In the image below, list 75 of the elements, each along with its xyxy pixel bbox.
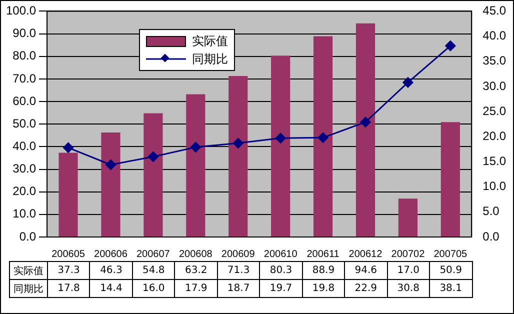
y2-tick-label: 30.0 bbox=[482, 78, 506, 93]
y2-tick-label: 10.0 bbox=[482, 179, 506, 194]
y-tick-label: 100.0 bbox=[6, 4, 36, 18]
bar bbox=[58, 152, 78, 236]
x-tick-label: 200609 bbox=[221, 248, 256, 260]
data-label: 30.8 bbox=[387, 280, 430, 298]
x-tick-label: 200605 bbox=[52, 248, 86, 260]
data-label: 80.3 bbox=[260, 262, 302, 280]
y2-tick-label: 25.0 bbox=[482, 104, 506, 118]
data-label: 18.7 bbox=[217, 280, 260, 298]
bar bbox=[186, 94, 206, 236]
bar bbox=[398, 198, 418, 236]
data-label: 38.1 bbox=[430, 280, 472, 298]
point bbox=[190, 142, 201, 152]
bar bbox=[228, 76, 248, 236]
legend-label: 同期比 bbox=[192, 50, 228, 68]
data-label: 14.4 bbox=[90, 280, 132, 298]
data-label: 37.3 bbox=[48, 262, 90, 280]
y2-tick-label: 20.0 bbox=[482, 128, 506, 143]
legend-label: 实际值 bbox=[192, 32, 228, 50]
x-tick-label: 200610 bbox=[264, 248, 298, 260]
data-label: 19.7 bbox=[260, 280, 302, 298]
point bbox=[105, 159, 116, 170]
point bbox=[360, 116, 371, 128]
bar bbox=[271, 56, 290, 236]
data-label: 71.3 bbox=[217, 262, 260, 280]
y-tick-label: 0.0 bbox=[19, 229, 36, 244]
y-tick-label: 30.0 bbox=[12, 162, 36, 176]
data-label: 16.0 bbox=[132, 280, 175, 298]
text: 同期比 bbox=[14, 284, 44, 294]
y-tick-label: 60.0 bbox=[12, 94, 36, 108]
y-tick-label: 20.0 bbox=[12, 184, 36, 198]
x-tick-label: 200705 bbox=[434, 248, 468, 260]
data-label: 50.9 bbox=[430, 262, 472, 280]
point bbox=[402, 77, 414, 88]
point bbox=[318, 132, 328, 143]
x-tick-label: 200612 bbox=[348, 248, 383, 260]
data-label: 94.6 bbox=[344, 262, 388, 280]
y2-tick-label: 15.0 bbox=[482, 154, 506, 168]
data-label: 22.9 bbox=[344, 280, 388, 298]
y-tick-label: 50.0 bbox=[12, 116, 36, 130]
y-tick-label: 40.0 bbox=[12, 138, 36, 153]
data-label: 88.9 bbox=[302, 262, 345, 280]
text: 实际值 bbox=[14, 266, 44, 276]
x-tick-label: 200606 bbox=[94, 248, 128, 260]
y2-tick-label: 5.0 bbox=[482, 204, 500, 218]
data-label: 54.8 bbox=[132, 262, 175, 280]
point bbox=[445, 40, 456, 52]
bar bbox=[356, 23, 376, 236]
data-label: 63.2 bbox=[174, 262, 218, 280]
y2-tick-label: 40.0 bbox=[482, 28, 506, 43]
x-tick-label: 200608 bbox=[178, 248, 213, 260]
point bbox=[232, 138, 244, 148]
data-label: 19.8 bbox=[302, 280, 345, 298]
bar bbox=[101, 132, 120, 236]
x-tick-label: 200702 bbox=[391, 248, 426, 260]
data-label: 17.9 bbox=[174, 280, 218, 298]
data-label: 46.3 bbox=[90, 262, 132, 280]
x-tick-label: 200611 bbox=[306, 248, 340, 260]
y-tick-label: 80.0 bbox=[12, 48, 36, 63]
bar bbox=[144, 113, 163, 236]
y2-tick-label: 35.0 bbox=[482, 54, 506, 68]
y-tick-label: 70.0 bbox=[12, 71, 36, 86]
y-tick-label: 90.0 bbox=[12, 26, 36, 40]
point bbox=[63, 142, 74, 153]
point bbox=[275, 132, 286, 144]
bar bbox=[313, 36, 333, 236]
bar bbox=[440, 122, 460, 236]
data-label: 17.8 bbox=[48, 280, 90, 298]
y-tick-label: 10.0 bbox=[12, 206, 36, 221]
data-label: 17.0 bbox=[387, 262, 430, 280]
x-tick-label: 200607 bbox=[136, 248, 170, 260]
point bbox=[148, 151, 158, 162]
y2-tick-label: 0.0 bbox=[482, 229, 500, 244]
y2-tick-label: 45.0 bbox=[482, 4, 506, 18]
